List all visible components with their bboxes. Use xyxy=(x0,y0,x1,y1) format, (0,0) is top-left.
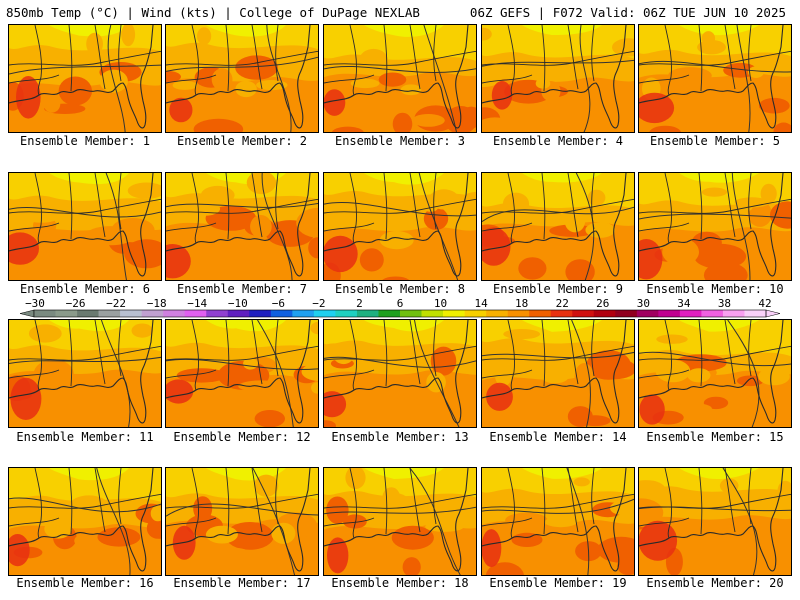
color-scale-swatch xyxy=(486,310,508,317)
color-scale-tick-label: 2 xyxy=(356,297,363,310)
ensemble-member-10-map xyxy=(638,172,792,281)
ensemble-member-1-map xyxy=(8,24,162,133)
color-scale-swatch xyxy=(593,310,616,317)
ensemble-member-15-map xyxy=(638,319,792,428)
ensemble-member-label: Ensemble Member: 7 xyxy=(176,282,308,296)
ensemble-member-5-map xyxy=(638,24,792,133)
ensemble-member-label: Ensemble Member: 5 xyxy=(649,134,781,148)
color-scale-swatch xyxy=(184,310,207,317)
color-scale-swatch xyxy=(313,310,336,317)
ensemble-member-2-map xyxy=(165,24,319,133)
color-scale-swatch xyxy=(335,310,358,317)
ensemble-member-label: Ensemble Member: 19 xyxy=(489,576,627,590)
color-scale-swatch xyxy=(679,310,702,317)
ensemble-member-label: Ensemble Member: 2 xyxy=(176,134,308,148)
ensemble-member-12-map xyxy=(165,319,319,428)
color-scale-swatch xyxy=(163,310,186,317)
color-scale-tick-label: 14 xyxy=(474,297,488,310)
ensemble-member-7-map xyxy=(165,172,319,281)
ensemble-member-label: Ensemble Member: 14 xyxy=(489,430,627,444)
ensemble-member-label: Ensemble Member: 8 xyxy=(334,282,466,296)
color-scale-tick-label: −14 xyxy=(187,297,208,310)
color-scale-swatch xyxy=(421,310,444,317)
ensemble-member-14-map xyxy=(481,319,635,428)
color-scale-swatch xyxy=(249,310,272,317)
ensemble-member-11-map xyxy=(8,319,162,428)
ensemble-member-label: Ensemble Member: 4 xyxy=(492,134,624,148)
color-scale-swatch xyxy=(744,310,767,317)
ensemble-member-17-map xyxy=(165,467,319,576)
color-scale-tick-label: −30 xyxy=(25,297,45,310)
ensemble-member-label: Ensemble Member: 1 xyxy=(19,134,151,148)
ensemble-member-6-map xyxy=(8,172,162,281)
color-scale-swatch xyxy=(529,310,552,317)
ensemble-member-label: Ensemble Member: 12 xyxy=(173,430,311,444)
map-title: 850mb Temp (°C) | Wind (kts) | College o… xyxy=(6,5,420,20)
ensemble-member-16-map xyxy=(8,467,162,576)
color-scale-tick-label: −18 xyxy=(146,297,167,310)
color-scale-swatch xyxy=(572,310,595,317)
color-scale-tick-label: 18 xyxy=(515,297,529,310)
color-scale-swatch xyxy=(77,310,99,317)
color-scale-swatch xyxy=(292,310,315,317)
ensemble-member-label: Ensemble Member: 9 xyxy=(492,282,624,296)
color-scale-swatch xyxy=(464,310,487,317)
ensemble-member-8-map xyxy=(323,172,477,281)
ensemble-member-label: Ensemble Member: 15 xyxy=(646,430,784,444)
color-scale-swatch xyxy=(55,310,78,317)
ensemble-member-label: Ensemble Member: 20 xyxy=(646,576,784,590)
color-scale-swatch xyxy=(443,310,465,317)
color-scale-tick-label: 22 xyxy=(555,297,569,310)
ensemble-member-label: Ensemble Member: 13 xyxy=(331,430,469,444)
color-scale-tick-label: −26 xyxy=(65,297,86,310)
color-scale-tick-label: −6 xyxy=(271,297,285,310)
color-scale-swatch xyxy=(615,310,638,317)
color-scale-swatch xyxy=(227,310,250,317)
ensemble-member-18-map xyxy=(323,467,477,576)
color-scale-swatch xyxy=(636,310,659,317)
ensemble-member-20-map xyxy=(638,467,792,576)
color-scale-swatch xyxy=(701,310,724,317)
color-scale-swatch xyxy=(658,310,681,317)
color-scale-swatch xyxy=(550,310,573,317)
color-scale-tick-label: 10 xyxy=(433,297,448,310)
color-scale-min-arrow xyxy=(19,309,35,318)
ensemble-member-label: Ensemble Member: 10 xyxy=(646,282,784,296)
ensemble-member-label: Ensemble Member: 18 xyxy=(331,576,469,590)
color-scale-tick-label: 42 xyxy=(758,297,772,310)
color-scale-tick-label: 34 xyxy=(677,297,691,310)
ensemble-member-4-map xyxy=(481,24,635,133)
color-scale-tick-label: 38 xyxy=(717,297,732,310)
color-scale-swatch xyxy=(98,310,121,317)
color-scale-tick-label: 6 xyxy=(396,297,404,310)
color-scale-tick-label: −22 xyxy=(106,297,127,310)
color-scale-swatch xyxy=(378,310,401,317)
color-scale-swatch xyxy=(120,310,142,317)
temperature-color-scale xyxy=(19,309,781,318)
ensemble-member-13-map xyxy=(323,319,477,428)
color-scale-tick-label: −10 xyxy=(227,297,248,310)
ensemble-member-label: Ensemble Member: 6 xyxy=(19,282,151,296)
color-scale-tick-label: 26 xyxy=(596,297,610,310)
ensemble-member-19-map xyxy=(481,467,635,576)
color-scale-swatch xyxy=(722,310,745,317)
color-scale-tick-label: −2 xyxy=(312,297,326,310)
run-valid-time: 06Z GEFS | F072 Valid: 06Z TUE JUN 10 20… xyxy=(469,5,786,20)
ensemble-member-label: Ensemble Member: 3 xyxy=(334,134,466,148)
color-scale-swatch xyxy=(141,310,164,317)
color-scale-max-arrow xyxy=(765,309,781,318)
ensemble-member-label: Ensemble Member: 11 xyxy=(16,430,154,444)
color-scale-swatch xyxy=(507,310,530,317)
color-scale-swatch xyxy=(270,310,293,317)
color-scale-swatch xyxy=(356,310,379,317)
color-scale-swatch xyxy=(400,310,422,317)
ensemble-member-label: Ensemble Member: 16 xyxy=(16,576,154,590)
ensemble-member-label: Ensemble Member: 17 xyxy=(173,576,311,590)
color-scale-swatch xyxy=(206,310,229,317)
ensemble-member-3-map xyxy=(323,24,477,133)
ensemble-member-9-map xyxy=(481,172,635,281)
color-scale-tick-label: 30 xyxy=(636,297,650,310)
color-scale-swatch xyxy=(34,310,56,317)
